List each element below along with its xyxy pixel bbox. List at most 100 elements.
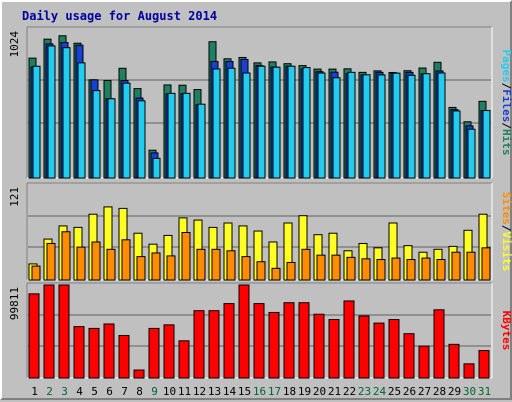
day-label: 22 — [343, 385, 356, 398]
hits-panel-max-label: 1024 — [8, 31, 21, 58]
kbytes-bar — [313, 313, 325, 379]
day-label: 26 — [403, 385, 416, 398]
sites-bar — [256, 261, 266, 281]
kbytes-bar — [178, 340, 190, 379]
pages-bar — [242, 72, 251, 179]
kbytes-panel-max-label: 99811 — [8, 287, 21, 320]
day-label: 25 — [388, 385, 401, 398]
hits-panel-legend-item: / — [500, 122, 512, 129]
day-label: 20 — [313, 385, 326, 398]
kbytes-bar — [88, 327, 100, 379]
pages-bar — [152, 157, 161, 179]
day-label: 15 — [238, 385, 251, 398]
day-label: 7 — [121, 385, 128, 398]
pages-bar — [137, 100, 146, 179]
day-label: 24 — [373, 385, 387, 398]
pages-bar — [182, 92, 191, 179]
pages-bar — [482, 110, 491, 179]
sites-bar — [391, 257, 401, 281]
visits-panel-max-label: 121 — [8, 187, 21, 207]
day-label: 5 — [91, 385, 98, 398]
pages-bar — [257, 65, 266, 179]
pages-bar — [392, 72, 401, 179]
sites-bar — [301, 248, 311, 281]
hits-panel-legend: Pages/Files/Hits — [500, 50, 512, 156]
kbytes-bar — [103, 323, 115, 379]
sites-bar — [481, 247, 491, 281]
kbytes-bar — [223, 303, 235, 379]
sites-bar — [421, 257, 431, 281]
kbytes-bar — [43, 284, 55, 379]
day-label: 19 — [298, 385, 311, 398]
pages-bar — [92, 90, 101, 179]
kbytes-panel-legend: KBytes — [500, 311, 512, 351]
pages-bar — [212, 68, 221, 179]
day-label: 27 — [418, 385, 431, 398]
pages-bar — [107, 98, 116, 179]
day-label: 10 — [163, 385, 176, 398]
day-label: 21 — [328, 385, 341, 398]
sites-bar — [151, 252, 161, 281]
day-label: 12 — [193, 385, 206, 398]
kbytes-bar — [163, 324, 175, 379]
day-label: 11 — [178, 385, 191, 398]
kbytes-bar — [328, 319, 340, 379]
pages-bar — [407, 74, 416, 179]
hits-panel-legend-item: Hits — [500, 129, 512, 156]
day-label: 3 — [61, 385, 68, 398]
day-label: 29 — [448, 385, 461, 398]
day-label: 13 — [208, 385, 221, 398]
kbytes-bar — [343, 300, 355, 379]
pages-bar — [122, 82, 131, 179]
kbytes-bar — [448, 343, 460, 379]
kbytes-bar — [118, 334, 130, 379]
pages-bar — [332, 77, 341, 179]
kbytes-bar — [268, 311, 280, 379]
pages-bar — [62, 47, 71, 179]
visits-panel-legend: Sites/Visits — [500, 192, 512, 272]
day-label: 28 — [433, 385, 446, 398]
kbytes-bar — [418, 345, 430, 379]
kbytes-bar — [283, 302, 295, 379]
hits-panel-legend-item: Files — [500, 89, 512, 122]
sites-bar — [376, 259, 386, 281]
kbytes-bar — [388, 319, 400, 379]
sites-bar — [121, 239, 131, 281]
sites-bar — [361, 258, 371, 281]
kbytes-bar — [478, 350, 490, 379]
sites-bar — [211, 248, 221, 281]
kbytes-bar — [73, 326, 85, 379]
pages-bar — [227, 67, 236, 179]
day-label: 16 — [253, 385, 266, 398]
day-label: 2 — [46, 385, 53, 398]
day-label: 8 — [136, 385, 143, 398]
day-label: 23 — [358, 385, 371, 398]
sites-bar — [331, 254, 341, 281]
day-label: 30 — [463, 385, 476, 398]
kbytes-bar — [133, 369, 145, 379]
kbytes-bar — [358, 315, 370, 379]
sites-bar — [31, 265, 41, 281]
sites-bar — [406, 259, 416, 281]
pages-bar — [197, 103, 206, 179]
pages-bar — [77, 62, 86, 179]
pages-bar — [377, 74, 386, 179]
day-label: 9 — [151, 385, 158, 398]
pages-bar — [467, 128, 476, 179]
visits-panel-legend-item: / — [500, 225, 512, 232]
sites-bar — [61, 231, 71, 281]
kbytes-bar — [373, 322, 385, 379]
pages-bar — [287, 65, 296, 179]
kbytes-bar — [58, 284, 70, 379]
visits-panel-legend-item: Visits — [500, 232, 512, 272]
sites-bar — [451, 251, 461, 281]
sites-bar — [106, 248, 116, 281]
sites-bar — [46, 242, 56, 281]
hits-panel-legend-item: Pages — [500, 50, 512, 83]
kbytes-bar — [28, 293, 40, 379]
visits-panel-legend-item: Sites — [500, 192, 512, 225]
pages-bar — [422, 73, 431, 179]
chart-title: Daily usage for August 2014 — [22, 9, 217, 23]
